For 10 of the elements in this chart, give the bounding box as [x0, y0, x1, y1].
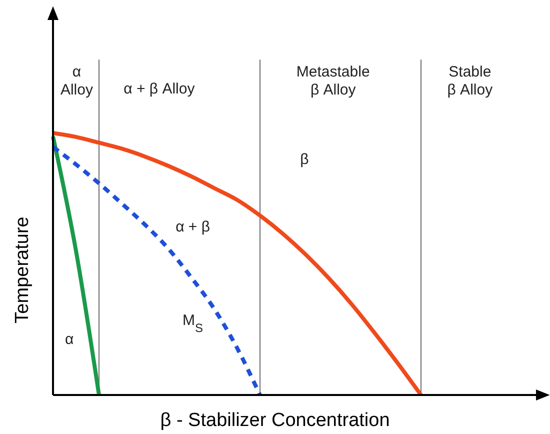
- text: α + β Alloy: [124, 80, 196, 98]
- x-axis-title: β - Stabilizer Concentration: [160, 410, 390, 431]
- text: Metastable β Alloy: [296, 64, 370, 99]
- y-axis-title: Temperature: [12, 216, 33, 324]
- annotation: M$_{S}$: [182, 312, 204, 335]
- text: α Alloy: [60, 64, 94, 99]
- text: Stable β Alloy: [447, 64, 494, 99]
- annotation: β: [300, 151, 310, 168]
- annotation: α: [64, 330, 74, 348]
- annotation: α + β: [176, 218, 210, 236]
